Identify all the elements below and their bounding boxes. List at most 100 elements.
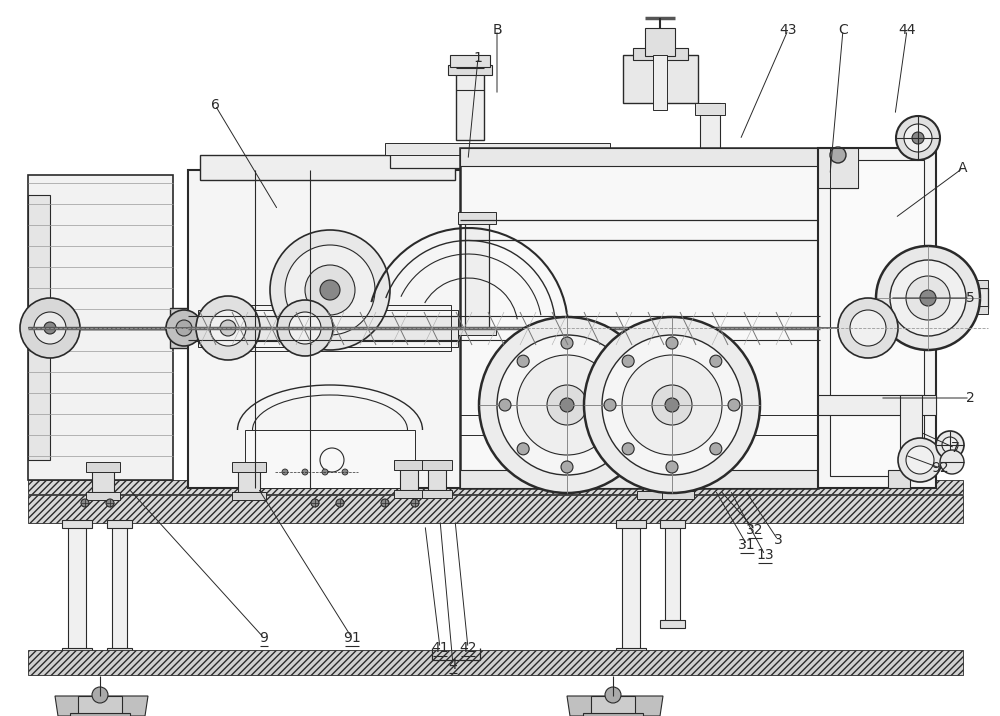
Circle shape <box>305 265 355 315</box>
Bar <box>888 470 910 488</box>
Text: 91: 91 <box>343 631 361 645</box>
Circle shape <box>320 280 340 300</box>
Bar <box>62 520 92 528</box>
Circle shape <box>584 317 760 493</box>
Circle shape <box>622 442 634 455</box>
Circle shape <box>196 296 260 360</box>
Circle shape <box>665 398 679 412</box>
Bar <box>422 490 452 498</box>
Text: 43: 43 <box>779 23 797 37</box>
Bar <box>70 713 130 716</box>
Bar <box>637 491 669 499</box>
Circle shape <box>850 310 886 346</box>
Bar <box>662 458 694 468</box>
Circle shape <box>602 335 742 475</box>
Bar <box>68 523 86 653</box>
Circle shape <box>890 260 966 336</box>
Text: 1: 1 <box>474 51 482 65</box>
Text: 44: 44 <box>898 23 916 37</box>
Circle shape <box>622 355 722 455</box>
Bar <box>660 620 685 628</box>
Bar <box>460 470 818 488</box>
Bar <box>28 175 173 480</box>
Bar <box>460 148 818 488</box>
Bar <box>818 395 936 415</box>
Bar <box>448 65 492 75</box>
Bar <box>28 195 50 460</box>
Circle shape <box>560 398 574 412</box>
Bar <box>645 28 675 56</box>
Bar <box>107 520 132 528</box>
Text: 7: 7 <box>951 441 959 455</box>
Circle shape <box>876 246 980 350</box>
Circle shape <box>666 461 678 473</box>
Circle shape <box>605 355 617 367</box>
Text: 4: 4 <box>449 658 457 672</box>
Bar <box>238 470 260 492</box>
Circle shape <box>20 298 80 358</box>
Bar <box>28 495 963 523</box>
Bar <box>28 480 963 494</box>
Bar <box>637 458 669 468</box>
Circle shape <box>728 399 740 411</box>
Bar <box>665 523 680 623</box>
Bar <box>62 648 92 656</box>
Bar <box>633 48 688 60</box>
Circle shape <box>605 442 617 455</box>
Circle shape <box>547 385 587 425</box>
Bar <box>695 103 725 115</box>
Bar <box>198 310 458 347</box>
Circle shape <box>270 230 390 350</box>
Circle shape <box>479 317 655 493</box>
Circle shape <box>302 469 308 475</box>
Circle shape <box>666 337 678 349</box>
Bar <box>830 148 858 188</box>
Circle shape <box>561 461 573 473</box>
Circle shape <box>277 300 333 356</box>
Circle shape <box>517 355 617 455</box>
Bar <box>400 468 418 490</box>
Circle shape <box>652 385 692 425</box>
Polygon shape <box>567 696 663 716</box>
Bar <box>616 520 646 528</box>
Text: 42: 42 <box>459 641 477 655</box>
Text: 13: 13 <box>756 548 774 562</box>
Text: 41: 41 <box>431 641 449 655</box>
Text: 32: 32 <box>746 523 764 537</box>
Text: 92: 92 <box>931 461 949 475</box>
Circle shape <box>906 446 934 474</box>
Text: 31: 31 <box>738 538 756 552</box>
Text: A: A <box>958 161 968 175</box>
Text: 2: 2 <box>966 391 974 405</box>
Circle shape <box>322 469 328 475</box>
Bar <box>205 305 451 351</box>
Text: 5: 5 <box>966 291 974 305</box>
Circle shape <box>220 320 236 336</box>
Bar <box>900 395 922 480</box>
Text: 6: 6 <box>211 98 219 112</box>
Bar <box>232 462 266 472</box>
Circle shape <box>912 132 924 144</box>
Bar <box>86 492 120 500</box>
Circle shape <box>106 499 114 507</box>
Bar <box>936 306 988 314</box>
Bar <box>112 523 127 653</box>
Circle shape <box>411 499 419 507</box>
Circle shape <box>623 399 635 411</box>
Bar <box>458 212 496 224</box>
Bar <box>28 650 963 675</box>
Circle shape <box>517 442 529 455</box>
Circle shape <box>906 276 950 320</box>
Circle shape <box>710 355 722 367</box>
Circle shape <box>605 687 621 703</box>
Circle shape <box>604 399 616 411</box>
Bar <box>818 148 936 488</box>
Bar <box>818 148 858 188</box>
Circle shape <box>285 245 375 335</box>
Bar <box>460 148 818 166</box>
Bar <box>188 170 468 488</box>
Bar <box>422 460 452 470</box>
Circle shape <box>44 322 56 334</box>
Bar <box>385 143 610 155</box>
Bar <box>668 466 688 491</box>
